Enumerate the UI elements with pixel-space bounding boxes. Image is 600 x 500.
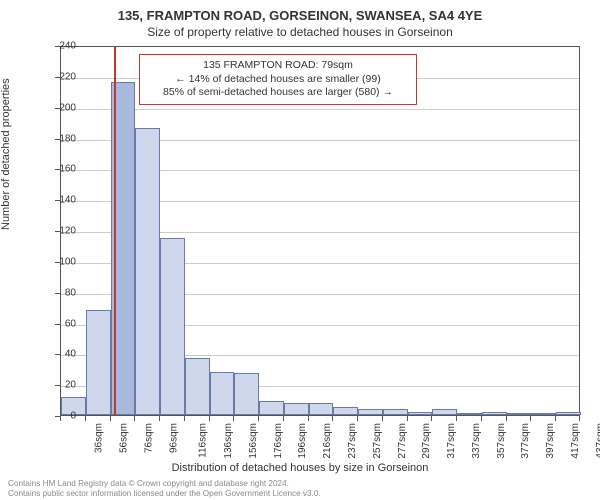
x-tick-label: 437sqm bbox=[595, 423, 600, 459]
annotation-line: 85% of semi-detached houses are larger (… bbox=[148, 86, 408, 100]
y-tick-label: 40 bbox=[46, 349, 76, 360]
x-tick-mark bbox=[110, 416, 111, 421]
histogram-bar bbox=[358, 409, 383, 415]
histogram-bar bbox=[383, 409, 408, 415]
histogram-bar bbox=[160, 238, 185, 415]
histogram-bar bbox=[457, 413, 482, 415]
x-tick-mark bbox=[184, 416, 185, 421]
x-tick-mark bbox=[555, 416, 556, 421]
plot-area: 135 FRAMPTON ROAD: 79sqm← 14% of detache… bbox=[60, 46, 580, 416]
x-tick-label: 76sqm bbox=[143, 423, 154, 453]
x-tick-label: 56sqm bbox=[119, 423, 130, 453]
x-tick-label: 397sqm bbox=[545, 423, 556, 459]
chart-subtitle: Size of property relative to detached ho… bbox=[0, 23, 600, 39]
y-tick-label: 160 bbox=[46, 164, 76, 175]
y-tick-label: 200 bbox=[46, 102, 76, 113]
x-tick-label: 216sqm bbox=[322, 423, 333, 459]
x-tick-label: 156sqm bbox=[248, 423, 259, 459]
annotation-line: ← 14% of detached houses are smaller (99… bbox=[148, 73, 408, 87]
x-tick-mark bbox=[481, 416, 482, 421]
histogram-bar bbox=[482, 412, 507, 415]
x-tick-label: 297sqm bbox=[421, 423, 432, 459]
x-tick-mark bbox=[60, 416, 61, 421]
x-tick-mark bbox=[382, 416, 383, 421]
x-tick-mark bbox=[283, 416, 284, 421]
x-tick-label: 317sqm bbox=[446, 423, 457, 459]
x-tick-mark bbox=[233, 416, 234, 421]
x-tick-label: 237sqm bbox=[347, 423, 358, 459]
chart-container: 135, FRAMPTON ROAD, GORSEINON, SWANSEA, … bbox=[0, 0, 600, 500]
x-tick-label: 377sqm bbox=[520, 423, 531, 459]
x-tick-mark bbox=[431, 416, 432, 421]
x-tick-mark bbox=[506, 416, 507, 421]
histogram-bar bbox=[185, 358, 210, 415]
histogram-bar bbox=[531, 413, 556, 415]
footer-line2: Contains public sector information licen… bbox=[8, 489, 321, 498]
histogram-bar bbox=[408, 412, 433, 415]
x-tick-label: 176sqm bbox=[273, 423, 284, 459]
x-tick-mark bbox=[134, 416, 135, 421]
x-tick-mark bbox=[357, 416, 358, 421]
y-axis-label: Number of detached properties bbox=[0, 78, 12, 230]
histogram-bar bbox=[210, 372, 235, 415]
histogram-bar bbox=[234, 373, 259, 415]
x-tick-mark bbox=[85, 416, 86, 421]
y-tick-label: 60 bbox=[46, 318, 76, 329]
x-tick-label: 277sqm bbox=[397, 423, 408, 459]
histogram-bar bbox=[135, 128, 160, 415]
x-tick-label: 36sqm bbox=[94, 423, 105, 453]
x-tick-label: 357sqm bbox=[496, 423, 507, 459]
x-tick-mark bbox=[530, 416, 531, 421]
histogram-bar bbox=[86, 310, 111, 415]
x-tick-mark bbox=[407, 416, 408, 421]
histogram-bar bbox=[284, 403, 309, 415]
chart-title: 135, FRAMPTON ROAD, GORSEINON, SWANSEA, … bbox=[0, 0, 600, 23]
y-tick-label: 100 bbox=[46, 256, 76, 267]
y-tick-label: 140 bbox=[46, 195, 76, 206]
x-tick-label: 337sqm bbox=[471, 423, 482, 459]
x-tick-mark bbox=[258, 416, 259, 421]
x-tick-label: 417sqm bbox=[570, 423, 581, 459]
x-tick-label: 96sqm bbox=[168, 423, 179, 453]
footer-line1: Contains HM Land Registry data © Crown c… bbox=[8, 479, 321, 488]
y-tick-label: 0 bbox=[46, 411, 76, 422]
grid-line bbox=[61, 109, 579, 110]
x-tick-mark bbox=[456, 416, 457, 421]
x-tick-mark bbox=[159, 416, 160, 421]
chart-area: 135 FRAMPTON ROAD: 79sqm← 14% of detache… bbox=[60, 46, 580, 416]
histogram-bar bbox=[333, 407, 358, 415]
marker-line bbox=[114, 47, 116, 415]
chart-footer: Contains HM Land Registry data © Crown c… bbox=[8, 479, 321, 498]
x-tick-mark bbox=[579, 416, 580, 421]
histogram-bar bbox=[432, 409, 457, 415]
histogram-bar bbox=[309, 403, 334, 415]
histogram-bar bbox=[507, 413, 532, 415]
y-tick-label: 180 bbox=[46, 133, 76, 144]
x-tick-label: 196sqm bbox=[298, 423, 309, 459]
y-tick-label: 220 bbox=[46, 71, 76, 82]
y-tick-label: 20 bbox=[46, 380, 76, 391]
x-tick-label: 257sqm bbox=[372, 423, 383, 459]
histogram-bar bbox=[259, 401, 284, 415]
y-tick-label: 120 bbox=[46, 226, 76, 237]
x-tick-mark bbox=[332, 416, 333, 421]
annotation-line: 135 FRAMPTON ROAD: 79sqm bbox=[148, 59, 408, 73]
y-tick-label: 80 bbox=[46, 287, 76, 298]
x-tick-label: 136sqm bbox=[223, 423, 234, 459]
x-tick-mark bbox=[209, 416, 210, 421]
histogram-bar bbox=[556, 412, 581, 415]
y-tick-label: 240 bbox=[46, 41, 76, 52]
x-axis-label: Distribution of detached houses by size … bbox=[0, 462, 600, 474]
x-tick-label: 116sqm bbox=[198, 423, 209, 458]
annotation-box: 135 FRAMPTON ROAD: 79sqm← 14% of detache… bbox=[139, 54, 417, 105]
x-tick-mark bbox=[308, 416, 309, 421]
